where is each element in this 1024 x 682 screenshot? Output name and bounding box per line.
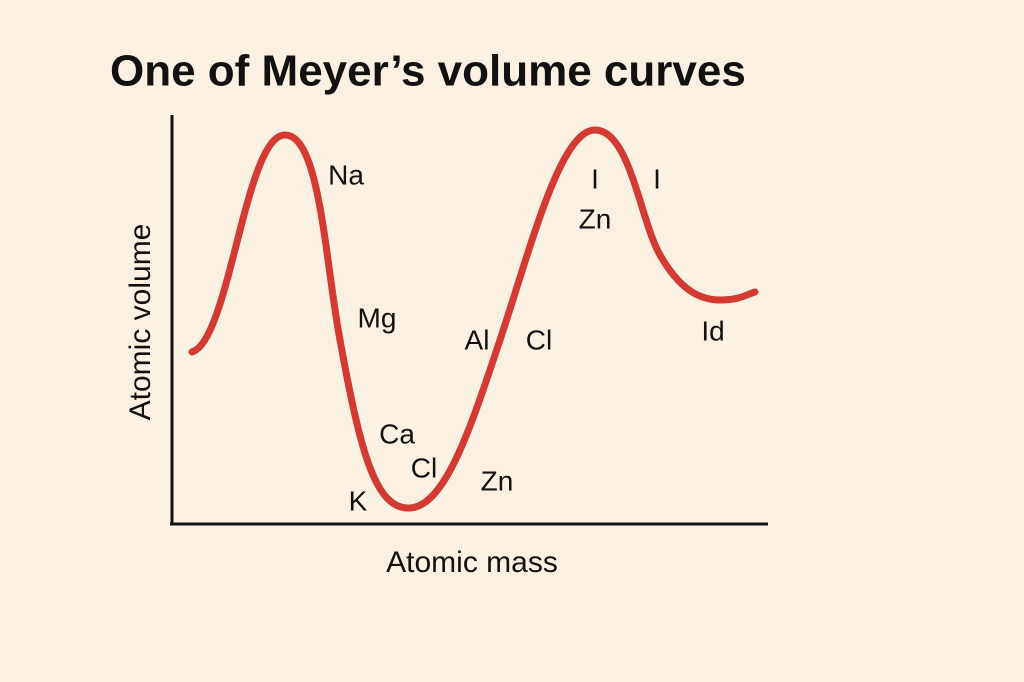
element-label: I <box>653 163 661 194</box>
volume-curve <box>188 126 759 512</box>
element-label: Ca <box>379 418 415 449</box>
element-label: Zn <box>579 203 612 234</box>
element-label: Cl <box>411 452 437 483</box>
element-label: Al <box>465 324 490 355</box>
element-label: Mg <box>358 302 397 333</box>
element-label: I <box>591 163 599 194</box>
element-label: Id <box>701 315 724 346</box>
element-label: Zn <box>481 465 514 496</box>
element-label: Cl <box>526 324 552 355</box>
x-axis-label: Atomic mass <box>386 546 558 579</box>
element-label: K <box>349 485 368 516</box>
y-axis-label: Atomic volume <box>124 224 157 421</box>
title: One of Meyer’s volume curves <box>110 47 746 96</box>
element-label: Na <box>328 159 364 190</box>
